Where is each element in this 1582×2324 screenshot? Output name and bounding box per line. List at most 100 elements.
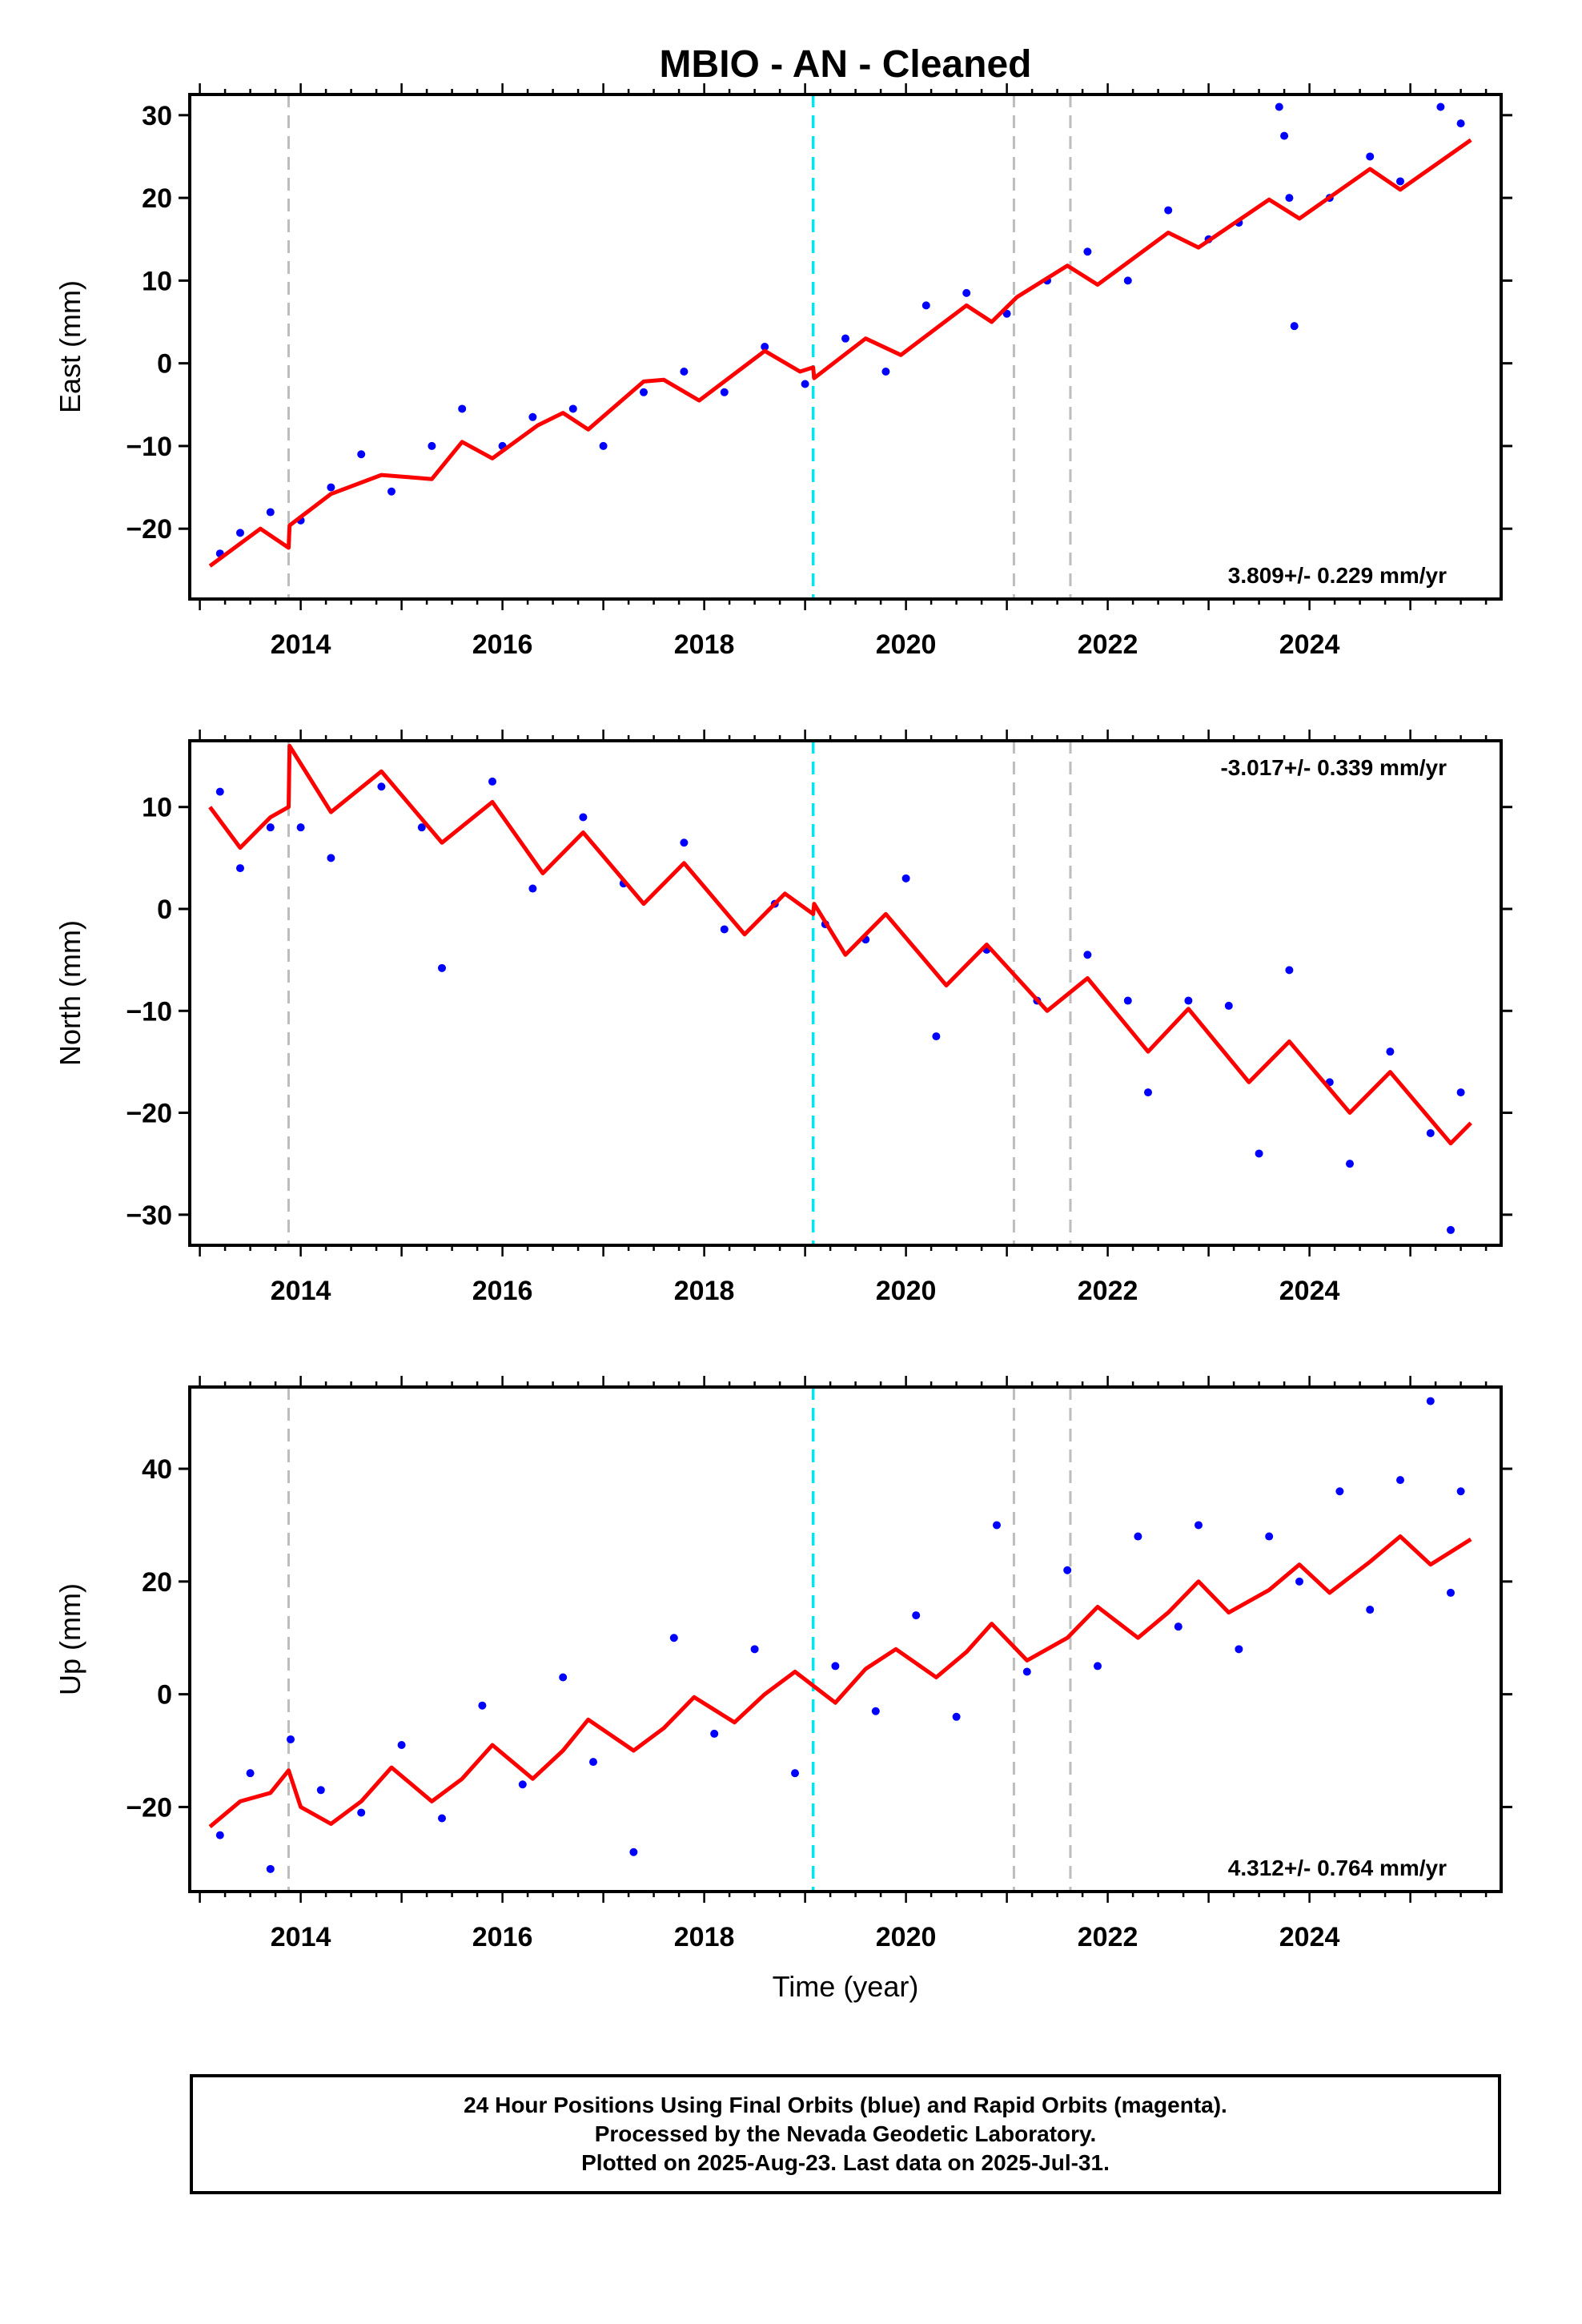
east-data-point [1396,177,1404,186]
up-data-point [246,1769,255,1778]
east-x-tick-label: 2022 [1078,629,1138,660]
east-y-axis-label: East (mm) [54,280,86,413]
east-plot-frame [188,93,1503,601]
east-data-point [640,388,648,396]
up-data-point [518,1780,527,1789]
east-data-point [1366,152,1375,161]
east-data-point [801,380,809,388]
north-data-point [579,813,588,822]
up-data-point [1134,1532,1142,1541]
east-data-point [568,404,577,413]
up-rate-annotation: 4.312+/- 0.764 mm/yr [1228,1856,1447,1880]
east-x-tick-label: 2014 [271,629,331,660]
east-data-point [720,388,729,396]
east-data-point [1290,322,1299,331]
north-x-tick-label: 2022 [1078,1276,1138,1306]
up-data-point [1295,1577,1303,1586]
east-data-point [1436,103,1445,111]
footer-line-2: Processed by the Nevada Geodetic Laborat… [594,2121,1097,2146]
up-data-point [1235,1645,1243,1654]
up-data-point [215,1831,224,1839]
up-model-curve [208,1534,1472,1829]
north-model-curve [208,743,1472,1146]
east-data-point [921,301,930,310]
north-data-point [1346,1160,1354,1168]
east-data-point [266,508,275,517]
up-data-point [1366,1606,1375,1614]
north-y-tick-label: −30 [126,1200,172,1231]
up-data-point [791,1769,799,1778]
north-x-tick-label: 2020 [876,1276,937,1306]
east-y-tick-label: −10 [126,432,172,462]
up-data-point [1396,1476,1404,1485]
north-data-point [901,874,910,883]
north-data-point [720,925,729,934]
up-data-point [316,1786,325,1795]
east-y-tick-label: 10 [142,266,172,296]
up-x-tick-label: 2020 [876,1922,937,1952]
footer-box: 24 Hour Positions Using Final Orbits (bl… [190,2074,1501,2194]
up-data-point [478,1701,487,1710]
north-data-point [1285,966,1294,975]
north-y-tick-label: 10 [142,793,172,823]
east-y-tick-label: 20 [142,183,172,214]
north-data-point [680,838,689,847]
north-data-point [1123,996,1132,1005]
up-y-tick-label: 20 [142,1567,172,1598]
footer-line-3: Plotted on 2025-Aug-23. Last data on 202… [581,2150,1110,2175]
north-data-point [1144,1088,1152,1097]
north-y-tick-label: −20 [126,1099,172,1129]
north-data-point [528,884,537,893]
east-data-point [1280,131,1289,140]
up-data-point [266,1864,275,1873]
north-data-point [932,1032,941,1041]
east-data-point [1164,206,1173,215]
up-data-point [1265,1532,1274,1541]
north-y-tick-label: 0 [157,895,172,925]
east-data-point [761,343,769,351]
east-data-point [458,404,467,413]
north-x-tick-label: 2018 [674,1276,735,1306]
east-data-point [599,441,608,450]
up-data-point [750,1645,759,1654]
north-data-point [1255,1149,1263,1158]
east-y-tick-label: 30 [142,101,172,131]
north-data-point [215,787,224,796]
north-x-tick-label: 2014 [271,1276,331,1306]
north-data-point [1224,1001,1233,1010]
up-x-tick-label: 2022 [1078,1922,1138,1952]
east-x-tick-label: 2018 [674,629,735,660]
up-data-point [912,1611,921,1620]
north-data-point [266,823,275,832]
east-data-point [1275,103,1283,111]
east-data-point [528,412,537,421]
north-x-tick-label: 2016 [472,1276,533,1306]
east-data-point [1285,194,1294,203]
up-data-point [871,1707,880,1715]
up-data-point [287,1735,295,1743]
up-data-point [629,1848,638,1856]
up-data-point [1174,1622,1182,1631]
up-data-point [559,1673,568,1682]
east-data-point [881,367,890,376]
footer-line-1: 24 Hour Positions Using Final Orbits (bl… [464,2093,1227,2117]
east-x-tick-label: 2024 [1279,629,1340,660]
north-data-point [296,823,305,832]
north-y-tick-label: −10 [126,996,172,1027]
east-data-point [327,483,335,492]
east-y-tick-label: −20 [126,514,172,545]
up-data-point [993,1521,1001,1530]
east-data-point [387,487,396,496]
up-x-tick-label: 2024 [1279,1922,1340,1952]
east-data-point [1123,276,1132,285]
east-data-point [357,450,366,459]
north-data-point [1386,1047,1395,1056]
north-data-point [1426,1129,1435,1137]
up-data-point [1195,1521,1203,1530]
north-y-axis-label: North (mm) [54,920,86,1066]
up-x-tick-label: 2014 [271,1922,331,1952]
up-data-point [1426,1397,1435,1405]
up-data-point [1094,1662,1102,1671]
north-plot-frame [188,739,1503,1247]
up-data-point [1335,1487,1344,1496]
